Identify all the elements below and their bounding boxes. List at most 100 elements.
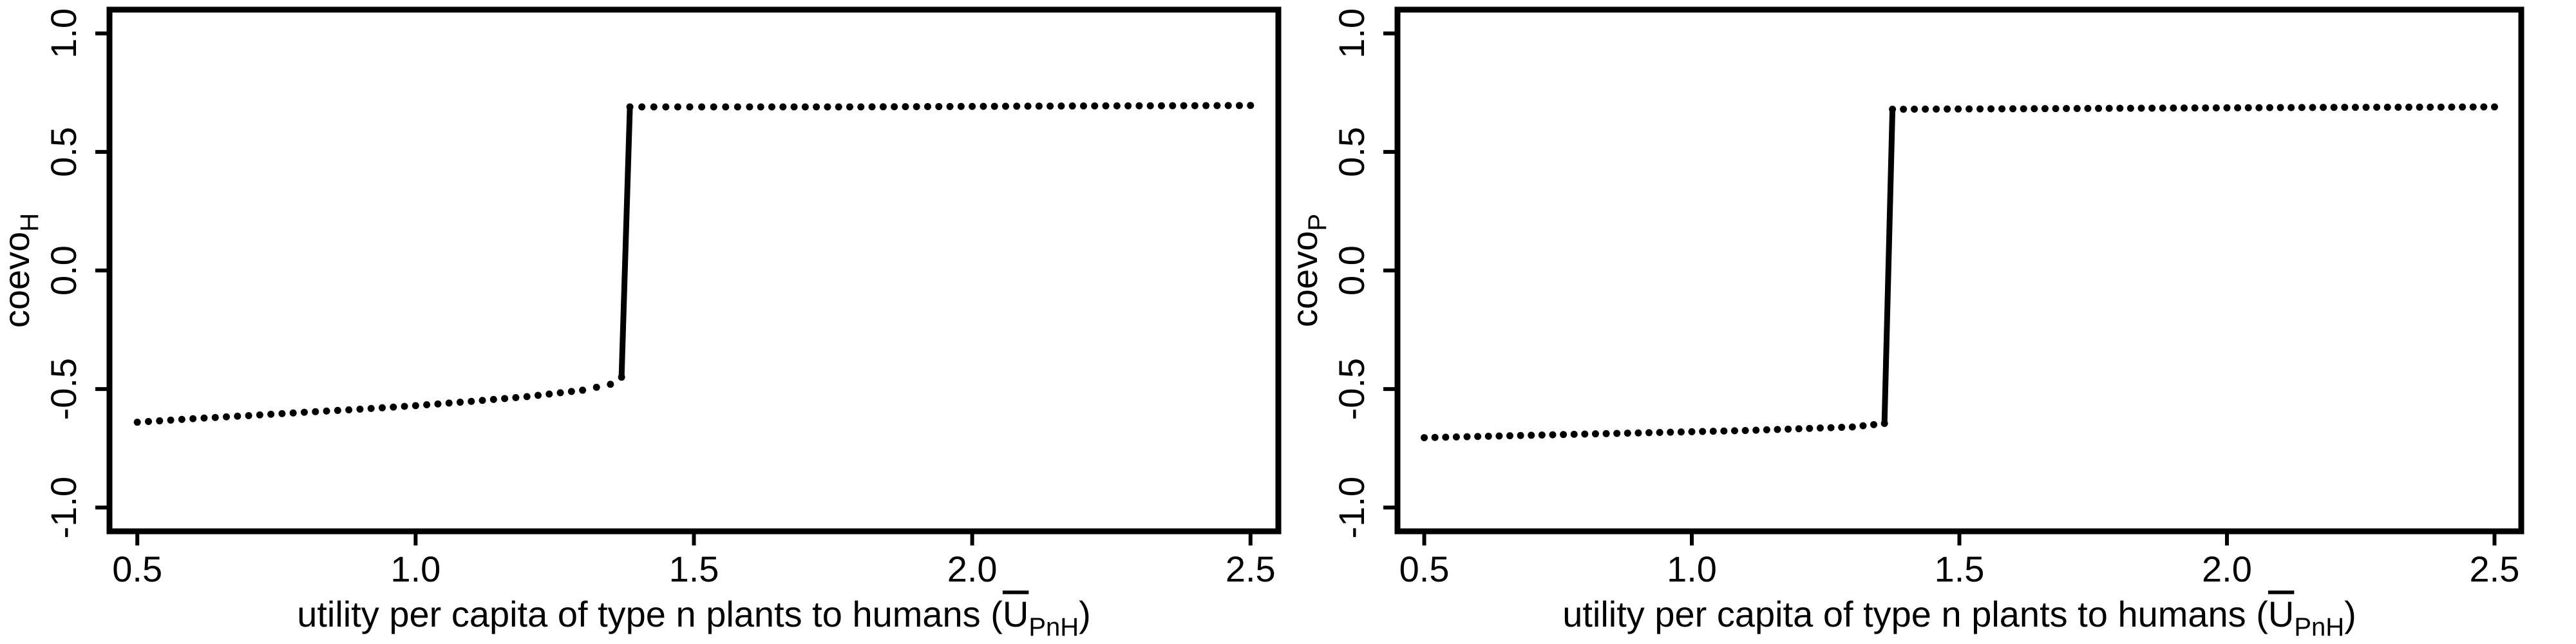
x-tick-label: 2.5 [1226, 549, 1276, 589]
data-point [1452, 433, 1460, 440]
data-point [1944, 105, 1951, 113]
data-point [535, 392, 542, 399]
data-point [1827, 424, 1835, 431]
data-point [1035, 102, 1043, 110]
data-point [345, 406, 353, 413]
data-point [1889, 106, 1897, 113]
data-point [1442, 433, 1450, 441]
data-point [412, 402, 419, 410]
data-point [1146, 102, 1154, 109]
data-point [824, 103, 831, 111]
data-point [1102, 102, 1110, 109]
data-point [379, 404, 386, 412]
data-point [1517, 431, 1524, 439]
data-point [790, 103, 798, 111]
data-point [779, 103, 787, 111]
data-point [662, 103, 670, 111]
data-point [145, 418, 152, 426]
data-point [1838, 424, 1846, 431]
data-series-1 [1421, 419, 1888, 442]
data-point [1057, 102, 1065, 110]
y-tick-label: -1.0 [1331, 477, 1372, 539]
data-point [935, 102, 943, 110]
data-point [857, 103, 865, 111]
data-point [1213, 102, 1221, 109]
data-point [902, 103, 909, 111]
data-point [1720, 427, 1728, 435]
x-tick-label: 1.5 [1935, 549, 1985, 589]
data-point [2427, 103, 2434, 111]
data-point [2266, 104, 2273, 111]
data-point [2073, 104, 2081, 112]
data-point [1613, 430, 1621, 437]
data-point [2159, 104, 2166, 112]
data-point [686, 103, 694, 111]
data-point [1046, 102, 1054, 110]
data-point [2105, 104, 2113, 112]
data-point [457, 399, 464, 406]
y-tick-label: 0.0 [1331, 245, 1372, 296]
data-point [1591, 430, 1599, 438]
data-series-2 [618, 106, 633, 377]
data-point [1158, 102, 1165, 109]
data-point [1431, 433, 1439, 441]
data-point [2287, 104, 2295, 111]
data-point [2191, 104, 2199, 112]
data-point [980, 102, 987, 110]
data-point [1202, 102, 1210, 109]
data-point [1870, 421, 1878, 428]
data-point [1785, 425, 1792, 433]
y-tick-label: 0.5 [1331, 127, 1372, 177]
data-point [211, 413, 219, 421]
data-point [478, 397, 486, 404]
data-series-2 [1881, 109, 1896, 424]
data-point [189, 415, 197, 422]
data-point [1911, 106, 1918, 113]
data-point [1549, 431, 1557, 439]
data-point [924, 103, 931, 111]
data-point [626, 103, 634, 111]
y-tick-label: -0.5 [43, 358, 84, 421]
x-axis-label: utility per capita of type n plants to h… [297, 594, 1091, 641]
data-point [545, 390, 553, 398]
data-point [1495, 432, 1503, 440]
data-point [356, 405, 364, 413]
data-point [1124, 102, 1132, 109]
data-point [1191, 102, 1198, 109]
data-point [722, 103, 730, 111]
data-point [801, 103, 809, 111]
data-point [2330, 104, 2338, 111]
data-point [1135, 102, 1143, 109]
data-point [2277, 104, 2284, 111]
data-point [1816, 424, 1824, 432]
data-point [512, 393, 520, 401]
data-point [1848, 423, 1856, 431]
data-point [489, 395, 497, 403]
data-point [746, 103, 753, 111]
data-point [2181, 104, 2188, 112]
data-point [401, 402, 408, 410]
data-series-3 [626, 102, 1255, 111]
data-point [2234, 104, 2242, 111]
data-point [2448, 103, 2456, 111]
chart-panel-coevo-p: 0.5 1.0 1.5 2.0 2.5 -1.0 -0.5 0.0 0.5 1.0 utility … [1284, 6, 2524, 641]
data-point [2309, 104, 2316, 111]
data-point [879, 103, 887, 111]
data-point [434, 400, 442, 408]
data-point [2084, 104, 2092, 112]
data-series-1 [133, 374, 625, 426]
data-point [2202, 104, 2210, 112]
data-point [638, 103, 646, 111]
data-point [2394, 103, 2402, 111]
data-point [133, 419, 141, 426]
data-point [1560, 431, 1567, 439]
data-point [390, 403, 397, 411]
data-point [1506, 432, 1513, 440]
y-tick-label: -0.5 [1331, 358, 1372, 421]
data-point [2341, 104, 2349, 111]
data-point [156, 417, 164, 424]
data-point [757, 103, 764, 111]
data-point [267, 410, 275, 418]
x-tick-label: 1.0 [390, 549, 440, 589]
data-point [556, 389, 564, 397]
